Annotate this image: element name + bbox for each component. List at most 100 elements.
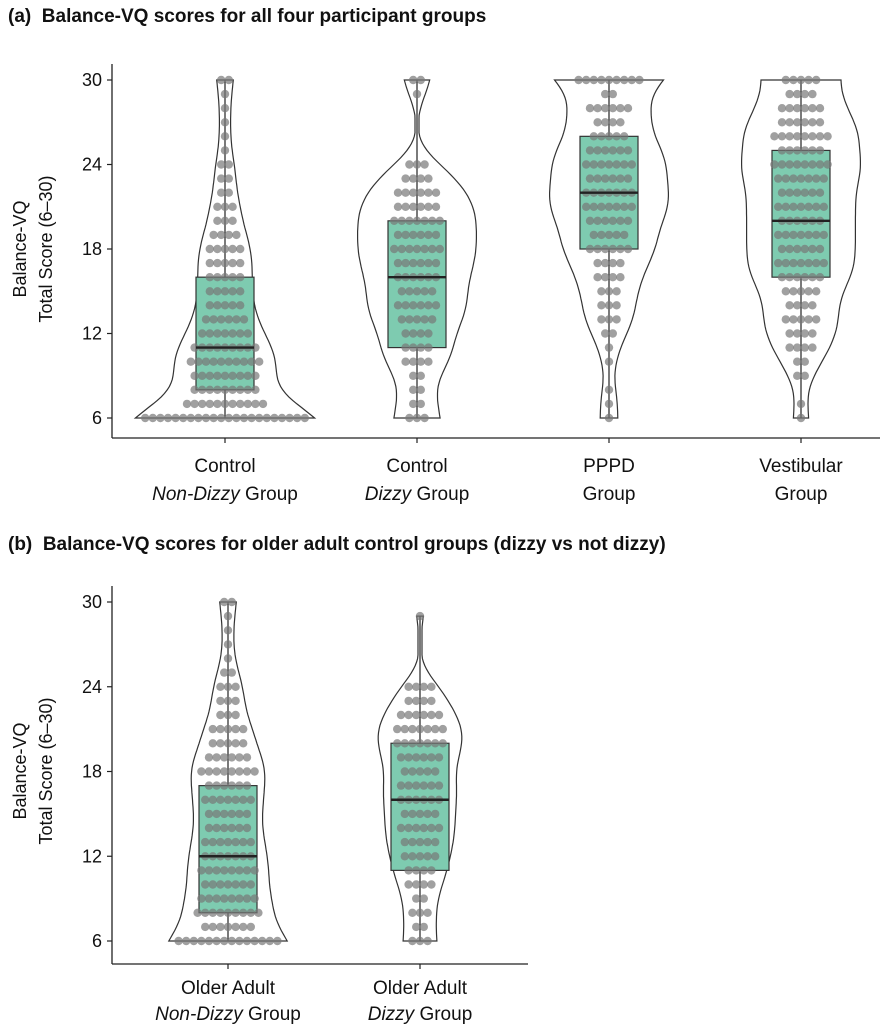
data-point: [242, 753, 252, 762]
data-point: [198, 371, 207, 380]
data-point: [616, 273, 625, 282]
data-point: [620, 132, 629, 141]
data-point: [227, 823, 236, 833]
data-point: [589, 202, 598, 211]
data-point: [804, 75, 813, 85]
data-point: [212, 781, 221, 790]
data-point: [408, 837, 417, 847]
data-point: [789, 315, 798, 324]
data-point: [416, 188, 425, 197]
data-point: [220, 399, 230, 409]
data-point: [220, 936, 229, 946]
data-point: [223, 880, 233, 889]
data-point: [393, 739, 402, 748]
data-point: [796, 399, 806, 409]
data-point: [789, 230, 798, 240]
data-point: [431, 724, 440, 734]
data-point: [431, 852, 440, 861]
data-point: [593, 273, 602, 282]
data-point: [785, 132, 794, 141]
data-point: [213, 301, 222, 310]
data-point: [243, 329, 252, 338]
data-point: [438, 739, 447, 748]
data-point: [223, 922, 233, 932]
data-point: [416, 371, 425, 380]
data-point: [601, 89, 610, 99]
data-point: [604, 287, 614, 296]
data-point: [416, 329, 425, 338]
data-point: [427, 682, 436, 691]
data-point: [393, 188, 403, 197]
data-point: [427, 880, 436, 889]
data-point: [427, 823, 436, 833]
data-point: [242, 809, 252, 819]
data-point: [220, 809, 229, 819]
data-point: [223, 908, 233, 917]
data-point: [420, 315, 429, 324]
data-point: [781, 315, 790, 324]
data-point: [804, 230, 813, 240]
data-point: [412, 781, 421, 790]
data-point: [204, 936, 214, 946]
data-point: [409, 329, 418, 338]
data-point: [401, 301, 410, 310]
data-point: [616, 174, 625, 183]
data-point: [620, 160, 629, 169]
data-point: [781, 230, 790, 240]
data-point: [194, 357, 203, 366]
data-point: [416, 301, 425, 310]
data-point: [216, 795, 225, 804]
y-axis-label-line1: Balance-VQ: [10, 200, 30, 297]
data-point: [627, 160, 636, 169]
data-point: [246, 795, 255, 804]
data-point: [419, 823, 428, 833]
data-point: [205, 301, 214, 310]
data-point: [405, 160, 414, 169]
data-point: [400, 739, 409, 748]
data-point: [774, 174, 783, 183]
data-point: [819, 258, 828, 268]
data-point: [397, 315, 406, 324]
data-point: [608, 118, 617, 127]
data-point: [404, 866, 413, 875]
data-point: [239, 413, 249, 423]
data-point: [608, 273, 617, 282]
data-point: [231, 724, 240, 734]
data-point: [251, 343, 260, 352]
data-point: [593, 244, 602, 254]
data-point: [623, 146, 633, 155]
data-point: [231, 837, 240, 847]
data-point: [227, 668, 236, 677]
data-point: [223, 837, 233, 847]
x-tick-label-line1: Control: [194, 456, 255, 477]
data-point: [216, 724, 225, 734]
data-point: [796, 174, 806, 183]
data-point: [213, 371, 222, 380]
data-point: [401, 357, 410, 366]
data-point: [250, 936, 259, 946]
data-point: [246, 837, 255, 847]
data-point: [812, 75, 821, 85]
data-point: [216, 908, 225, 917]
data-point: [424, 357, 433, 366]
data-point: [396, 710, 406, 720]
data-point: [808, 244, 817, 254]
data-point: [796, 202, 806, 211]
data-point: [197, 866, 206, 875]
data-point: [201, 922, 210, 932]
data-point: [208, 795, 217, 804]
data-point: [265, 936, 274, 946]
data-point: [220, 118, 230, 127]
data-point: [793, 89, 802, 99]
data-point: [409, 188, 418, 197]
data-point: [585, 216, 595, 225]
data-point: [431, 767, 440, 776]
data-point: [612, 315, 621, 324]
data-point: [231, 682, 240, 691]
group-1: Older Adult Non-Dizzy Group: [155, 597, 301, 1025]
data-point: [401, 329, 410, 338]
data-point: [789, 174, 798, 183]
data-point: [205, 244, 214, 254]
data-point: [232, 315, 241, 324]
data-point: [815, 273, 825, 282]
